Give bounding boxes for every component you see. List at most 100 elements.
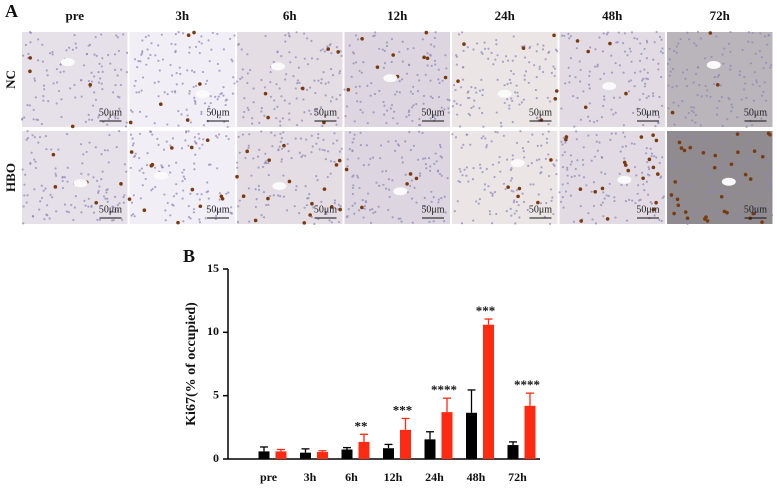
nucleus xyxy=(31,215,35,218)
nucleus xyxy=(593,155,597,158)
nucleus xyxy=(59,63,62,66)
nucleus xyxy=(653,214,656,217)
nucleus xyxy=(279,140,282,143)
stained-nucleus xyxy=(28,69,32,74)
image-bg xyxy=(237,32,343,127)
nucleus xyxy=(418,172,422,175)
stained-nucleus xyxy=(685,216,690,221)
nucleus xyxy=(540,166,543,169)
nucleus xyxy=(412,85,415,88)
stained-nucleus xyxy=(326,47,331,51)
nucleus xyxy=(157,80,160,83)
y-tick-label: 15 xyxy=(207,261,219,275)
significance: **** xyxy=(514,377,540,392)
nucleus xyxy=(555,159,558,162)
nucleus xyxy=(588,74,591,78)
nucleus xyxy=(200,193,203,196)
nucleus xyxy=(610,132,613,135)
nucleus xyxy=(218,198,221,201)
nucleus xyxy=(548,50,551,53)
nucleus xyxy=(156,137,159,140)
nucleus xyxy=(222,94,225,97)
nucleus xyxy=(125,71,128,74)
nucleus xyxy=(366,192,370,195)
nucleus xyxy=(101,87,104,91)
nucleus xyxy=(685,184,688,187)
nucleus xyxy=(478,163,482,166)
stained-nucleus xyxy=(127,197,132,201)
nucleus xyxy=(383,49,386,52)
nucleus xyxy=(511,99,514,103)
stained-nucleus xyxy=(308,213,312,217)
nucleus xyxy=(758,85,761,88)
nucleus xyxy=(23,194,26,197)
stained-nucleus xyxy=(53,185,58,189)
nucleus xyxy=(529,183,532,186)
nucleus xyxy=(671,216,674,219)
nucleus xyxy=(351,51,355,54)
nucleus xyxy=(330,52,333,55)
nucleus xyxy=(65,210,68,213)
nucleus xyxy=(514,222,517,225)
nucleus xyxy=(702,138,705,141)
nucleus xyxy=(198,40,201,43)
nucleus xyxy=(618,64,622,67)
nucleus xyxy=(553,74,556,78)
nucleus xyxy=(130,214,133,217)
nucleus xyxy=(621,42,625,45)
nucleus xyxy=(356,176,360,179)
nucleus xyxy=(721,167,724,170)
nucleus xyxy=(303,111,306,114)
stained-nucleus xyxy=(190,187,195,192)
nucleus xyxy=(246,72,249,75)
nucleus xyxy=(214,134,218,137)
nucleus xyxy=(758,207,761,211)
nucleus xyxy=(444,54,447,57)
nucleus xyxy=(492,63,495,66)
nucleus xyxy=(758,50,762,53)
nucleus xyxy=(162,148,166,151)
nucleus xyxy=(188,90,191,93)
vessel xyxy=(60,58,75,67)
nucleus xyxy=(729,68,732,71)
nucleus xyxy=(739,213,742,216)
nucleus xyxy=(116,36,119,39)
nucleus xyxy=(562,137,565,140)
bar xyxy=(424,439,436,459)
nucleus xyxy=(496,131,499,134)
nucleus xyxy=(668,74,671,77)
nucleus xyxy=(263,162,266,165)
nucleus xyxy=(194,84,198,88)
stained-nucleus xyxy=(768,132,772,137)
nucleus xyxy=(721,124,724,127)
nucleus xyxy=(505,210,508,213)
nucleus xyxy=(338,72,341,75)
nucleus xyxy=(36,59,40,62)
nucleus xyxy=(762,90,765,94)
nucleus xyxy=(514,55,517,58)
nucleus xyxy=(678,136,681,139)
nucleus xyxy=(418,174,422,177)
nucleus xyxy=(712,190,715,194)
nucleus xyxy=(440,106,443,109)
nucleus xyxy=(193,71,196,74)
nucleus xyxy=(383,113,386,116)
nucleus xyxy=(601,156,604,159)
nucleus xyxy=(177,124,180,127)
nucleus xyxy=(760,56,763,59)
stained-nucleus xyxy=(235,174,239,179)
nucleus xyxy=(144,35,147,39)
nucleus xyxy=(237,205,240,208)
nucleus xyxy=(45,148,48,151)
nucleus xyxy=(716,75,720,78)
stained-nucleus xyxy=(198,82,202,86)
row-label: NC xyxy=(3,70,18,89)
nucleus xyxy=(752,99,755,102)
nucleus xyxy=(193,99,196,102)
nucleus xyxy=(670,160,673,163)
nucleus xyxy=(651,92,655,95)
nucleus xyxy=(355,92,358,95)
nucleus xyxy=(592,121,596,124)
stained-nucleus xyxy=(322,187,327,191)
nucleus xyxy=(686,68,689,71)
